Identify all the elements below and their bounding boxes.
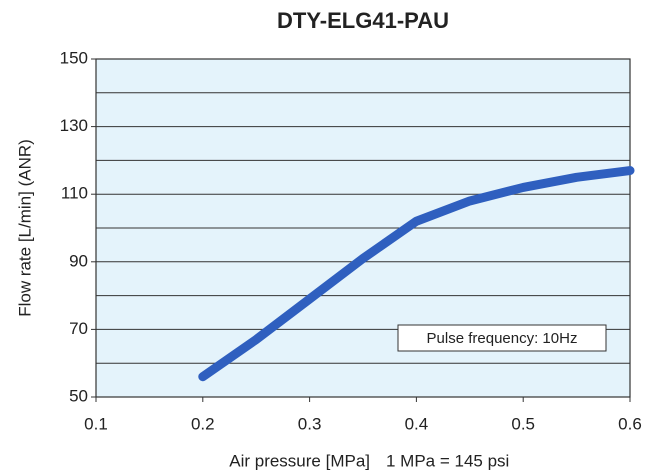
x-tick-label: 0.1	[84, 414, 108, 433]
y-tick-label: 50	[69, 386, 88, 405]
y-tick-label: 150	[60, 48, 88, 67]
x-tick-label: 0.2	[191, 414, 215, 433]
chart-title: DTY-ELG41-PAU	[277, 8, 449, 33]
y-tick-label: 130	[60, 116, 88, 135]
x-tick-label: 0.4	[405, 414, 429, 433]
y-tick-label: 110	[61, 184, 88, 203]
x-tick-label: 0.5	[511, 414, 535, 433]
data-line	[198, 166, 635, 382]
y-axis-label: Flow rate [L/min] (ANR)	[15, 139, 34, 317]
annotation-box	[397, 324, 607, 352]
y-tick-label: 90	[69, 251, 88, 270]
annotation: Pulse frequency: 10Hz	[427, 330, 578, 347]
y-tick-label: 70	[69, 319, 88, 338]
x-axis-note: 1 MPa = 145 psi	[386, 451, 509, 470]
plot-frame	[95, 58, 631, 398]
x-tick-label: 0.6	[618, 414, 642, 433]
x-axis-label: Air pressure [MPa]	[229, 451, 370, 470]
x-tick-label: 0.3	[298, 414, 322, 433]
